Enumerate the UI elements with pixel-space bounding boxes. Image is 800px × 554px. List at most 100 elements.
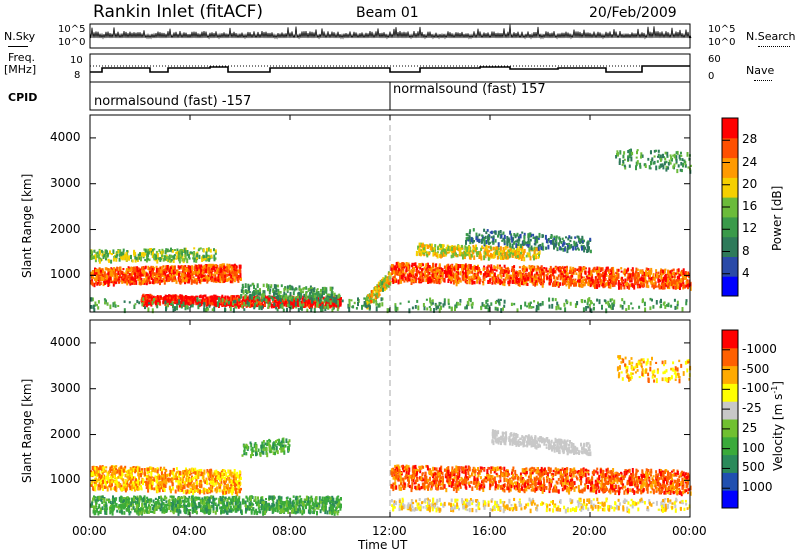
data-cell xyxy=(580,283,583,287)
data-cell xyxy=(241,283,244,287)
data-cell xyxy=(521,280,523,286)
data-cell xyxy=(316,292,319,297)
data-cell xyxy=(291,302,294,308)
data-cell xyxy=(527,233,530,239)
data-cell xyxy=(295,297,297,302)
data-cell xyxy=(569,282,572,287)
data-cell xyxy=(488,234,491,239)
data-cell xyxy=(522,242,525,246)
data-cell xyxy=(648,279,651,283)
data-cell xyxy=(221,298,224,303)
data-cell xyxy=(235,271,238,275)
data-cell xyxy=(501,271,504,274)
data-cell xyxy=(417,245,420,250)
data-cell xyxy=(199,247,202,250)
data-cell xyxy=(103,298,106,301)
data-cell xyxy=(214,264,217,267)
data-cell xyxy=(471,280,474,285)
data-cell xyxy=(664,157,667,161)
data-cell xyxy=(582,245,585,250)
data-cell xyxy=(120,271,123,275)
data-cell xyxy=(172,295,175,300)
data-cell xyxy=(151,273,154,278)
data-cell xyxy=(172,308,175,312)
data-cell xyxy=(294,287,297,290)
data-cell xyxy=(393,267,396,271)
data-cell xyxy=(98,283,101,286)
data-cell xyxy=(644,278,647,284)
data-cell xyxy=(249,284,252,287)
data-cell xyxy=(112,302,115,308)
data-cell xyxy=(274,284,277,290)
data-cell xyxy=(489,245,492,250)
data-cell xyxy=(537,256,540,259)
data-cell xyxy=(474,246,477,251)
data-cell xyxy=(189,270,192,274)
data-cell xyxy=(187,299,190,303)
data-cell xyxy=(619,150,622,155)
data-cell xyxy=(440,305,442,310)
data-cell xyxy=(559,272,562,276)
data-cell xyxy=(313,307,316,313)
data-cell xyxy=(581,235,584,239)
data-cell xyxy=(651,285,654,288)
data-cell xyxy=(577,274,580,280)
data-cell xyxy=(464,263,467,266)
data-cell xyxy=(469,264,472,268)
data-cell xyxy=(388,282,391,286)
data-cell xyxy=(394,277,397,281)
data-cell xyxy=(511,239,514,243)
data-cell xyxy=(452,274,455,279)
data-cell xyxy=(436,251,439,254)
data-cell xyxy=(212,278,215,283)
data-cell xyxy=(609,273,611,277)
data-cell xyxy=(578,278,581,283)
data-cell xyxy=(474,266,477,270)
data-cell xyxy=(208,299,210,304)
data-cell xyxy=(184,255,187,260)
data-cell xyxy=(308,287,311,291)
data-cell xyxy=(507,268,510,273)
data-cell xyxy=(680,278,683,283)
data-cell xyxy=(554,245,557,248)
data-cell xyxy=(531,265,534,268)
data-cell xyxy=(559,238,562,243)
data-cell xyxy=(554,266,557,269)
data-cell xyxy=(562,247,565,252)
data-cell xyxy=(341,299,344,303)
data-cell xyxy=(636,150,638,155)
data-cell xyxy=(212,299,215,303)
data-cell xyxy=(402,273,405,278)
data-cell xyxy=(609,275,612,281)
data-cell xyxy=(586,301,589,306)
data-cell xyxy=(653,276,656,282)
data-cell xyxy=(566,248,569,254)
data-cell xyxy=(411,267,414,270)
data-cell xyxy=(685,284,688,288)
data-cell xyxy=(628,284,631,290)
data-cell xyxy=(101,250,104,256)
data-cell xyxy=(365,298,368,303)
data-cell xyxy=(455,276,457,280)
data-cell xyxy=(147,273,150,277)
data-cell xyxy=(584,267,587,270)
data-cell xyxy=(191,265,194,270)
data-cell xyxy=(168,250,171,253)
data-cell xyxy=(402,267,405,272)
data-cell xyxy=(374,287,377,290)
data-cell xyxy=(476,253,479,257)
data-cell xyxy=(117,277,120,281)
data-cell xyxy=(634,280,636,285)
data-cell xyxy=(558,236,561,240)
data-cell xyxy=(562,241,565,246)
data-cell xyxy=(115,257,118,262)
data-cell xyxy=(620,285,623,290)
freq-trace xyxy=(90,65,690,73)
data-cell xyxy=(302,295,305,299)
data-cell xyxy=(383,288,386,292)
data-cell xyxy=(148,258,151,262)
data-cell xyxy=(657,149,660,153)
data-cell xyxy=(617,280,620,285)
data-cell xyxy=(234,270,237,276)
data-cell xyxy=(230,266,233,271)
